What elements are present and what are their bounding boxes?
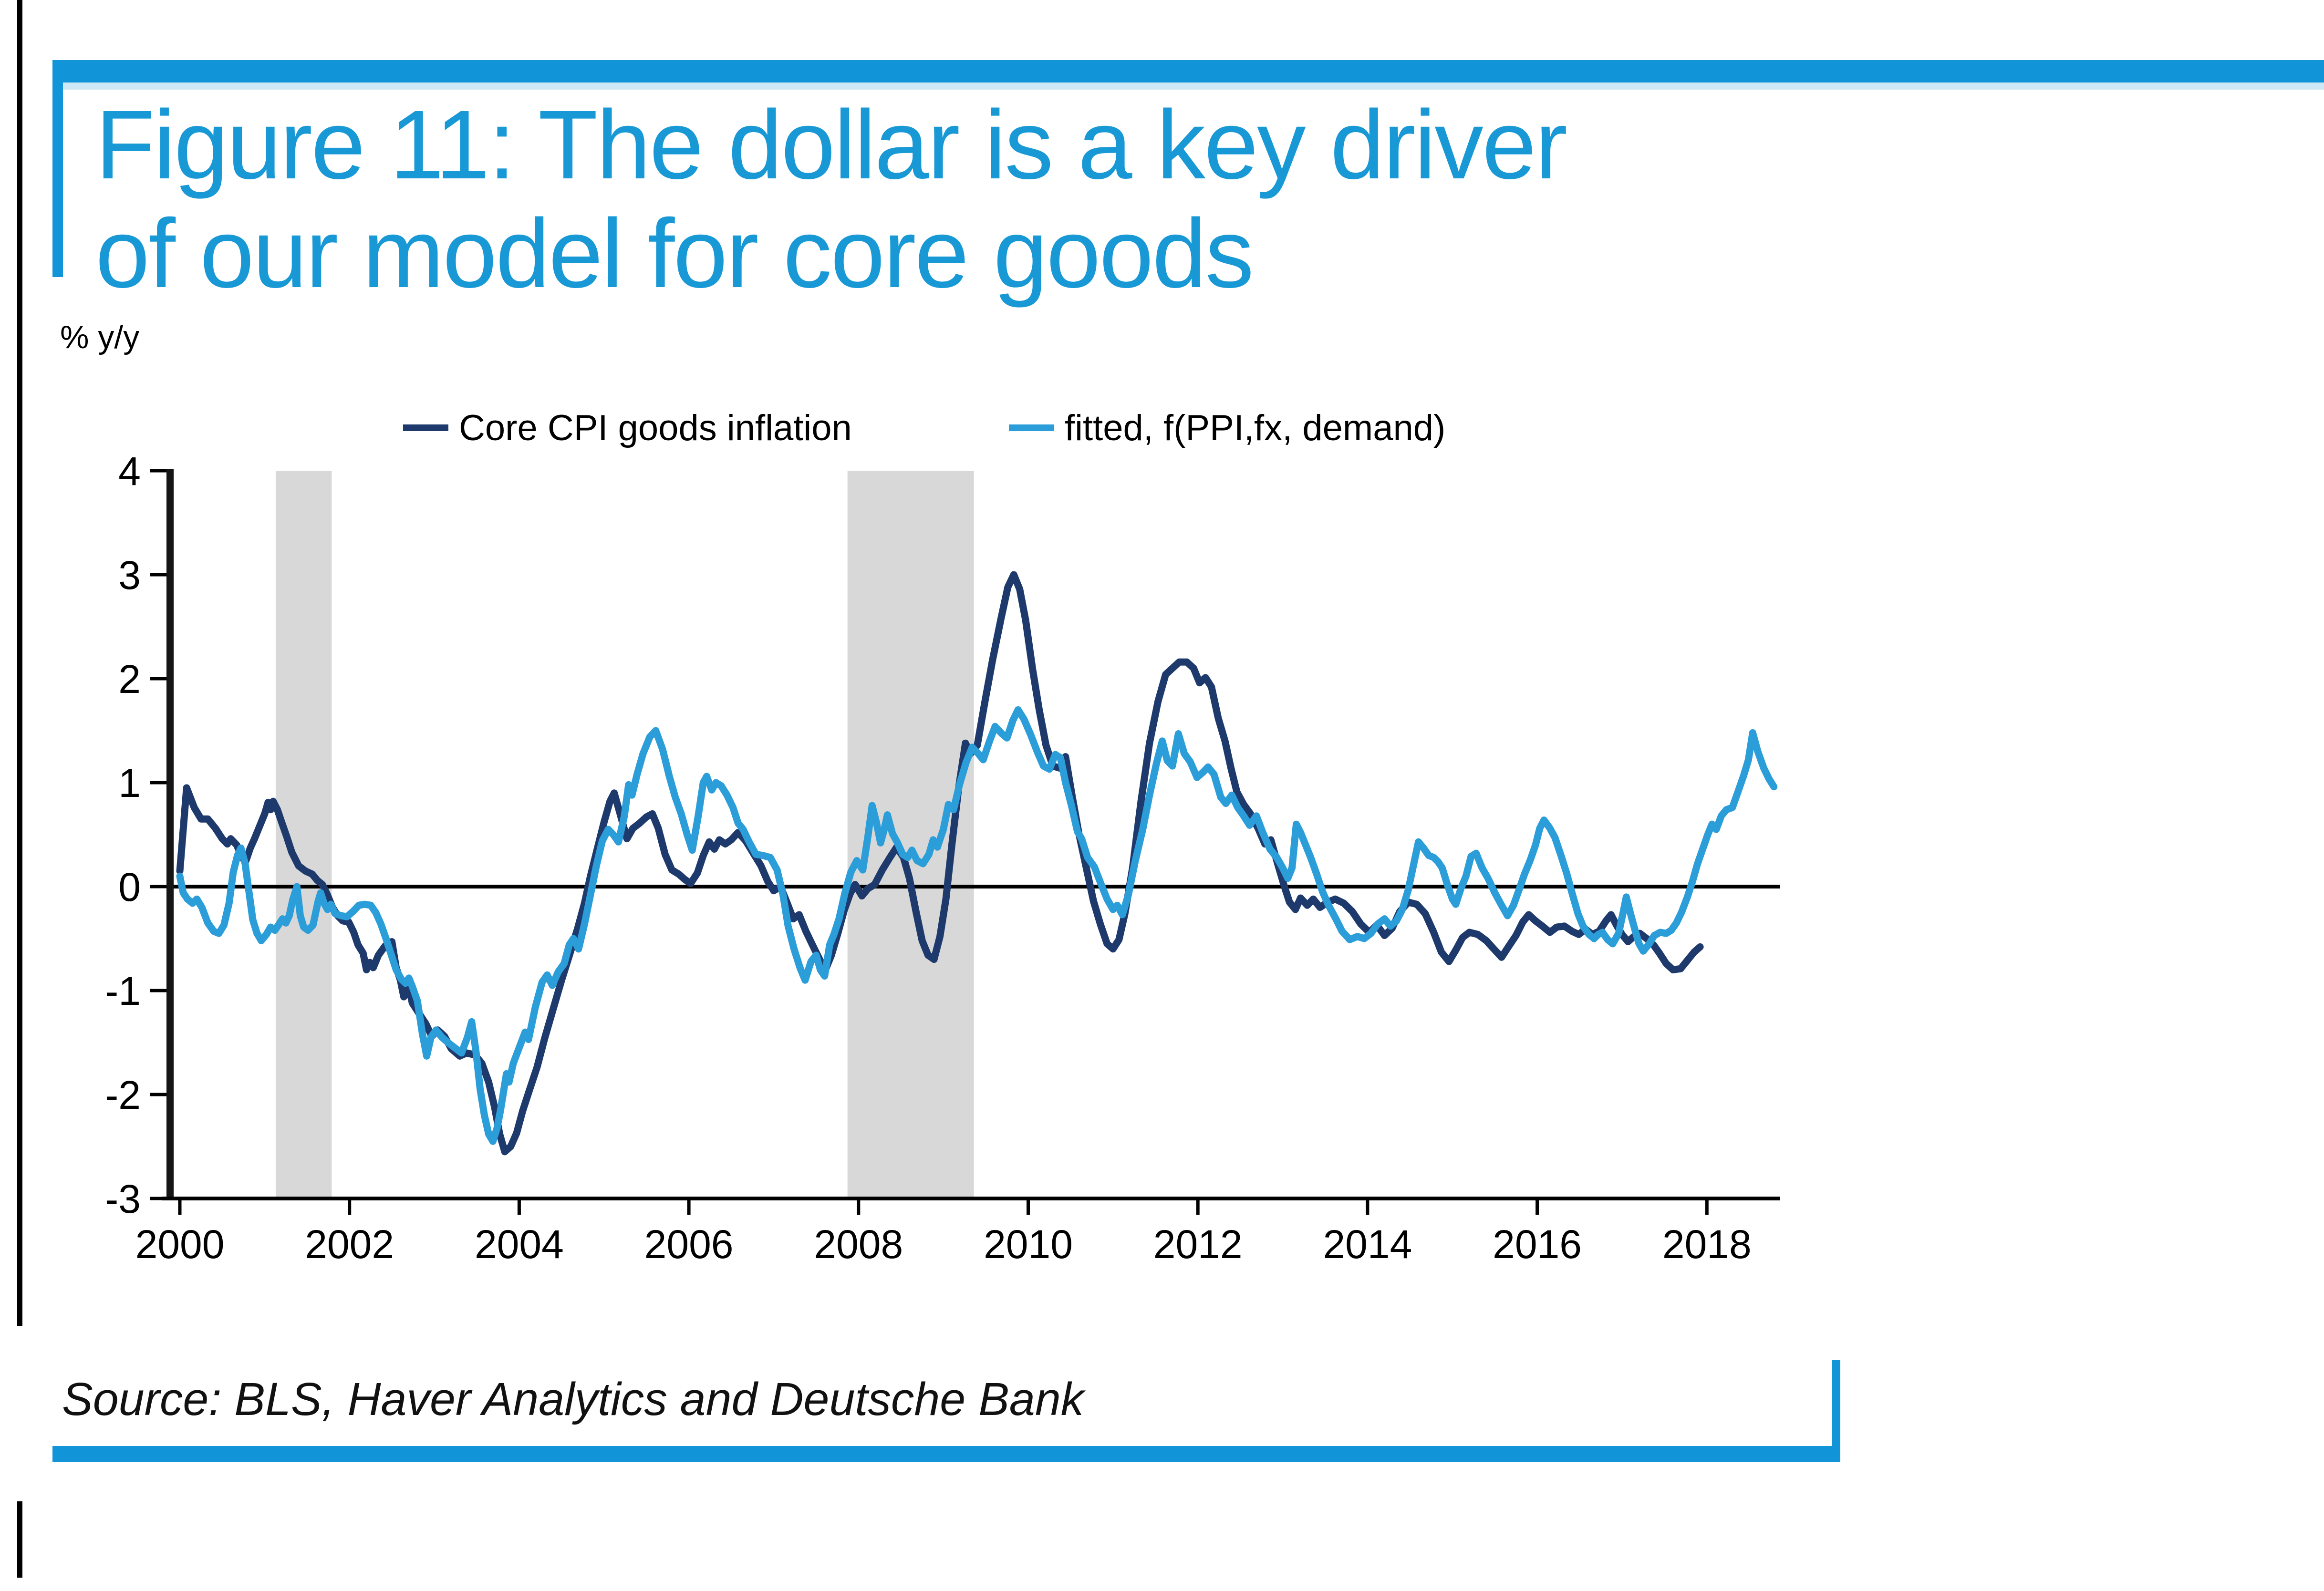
- figure-box-right-stub: [1832, 1360, 1840, 1462]
- x-tick-label-2008: 2008: [814, 1222, 903, 1267]
- y-tick-label-4: 4: [118, 449, 141, 494]
- x-tick-label-2016: 2016: [1493, 1222, 1582, 1267]
- legend-dash-core-cpi: [403, 424, 448, 431]
- figure-box-top-bar: [52, 60, 2324, 83]
- legend-item-core-cpi: Core CPI goods inflation: [403, 406, 852, 449]
- x-tick-label-2012: 2012: [1153, 1222, 1243, 1267]
- legend-dash-fitted: [1009, 424, 1054, 431]
- y-tick-label-0: 0: [118, 865, 141, 909]
- legend-label-core-cpi: Core CPI goods inflation: [459, 407, 852, 448]
- x-tick-label-2000: 2000: [135, 1222, 225, 1267]
- fitted-model-line: [176, 706, 1778, 1145]
- y-axis-unit-label: % y/y: [60, 319, 140, 355]
- left-page-rule-stub: [17, 1501, 22, 1578]
- legend-label-fitted: fitted, f(PPI,fx, demand): [1065, 407, 1446, 448]
- x-tick-label-2010: 2010: [984, 1222, 1073, 1267]
- figure-box-top-underline: [63, 83, 2324, 90]
- figure-title-line1: Figure 11: The dollar is a key driver: [95, 90, 1567, 199]
- figure-box-left-bar: [52, 60, 63, 277]
- x-tick-label-2004: 2004: [475, 1222, 564, 1267]
- y-axis-line: [166, 469, 174, 1200]
- figure-box-bottom-bar: [52, 1446, 1840, 1462]
- x-tick-label-2018: 2018: [1662, 1222, 1752, 1267]
- x-tick-label-2014: 2014: [1323, 1222, 1412, 1267]
- left-page-rule: [17, 0, 22, 1326]
- x-tick-label-2006: 2006: [644, 1222, 734, 1267]
- legend-item-fitted: fitted, f(PPI,fx, demand): [1009, 406, 1445, 449]
- figure-title: Figure 11: The dollar is a key driver of…: [95, 91, 1956, 308]
- source-note: Source: BLS, Haver Analytics and Deutsch…: [62, 1373, 1084, 1425]
- y-tick-label--2: -2: [105, 1073, 141, 1117]
- core-cpi-goods-line: [176, 571, 1704, 1156]
- x-tick-label-2002: 2002: [305, 1222, 394, 1267]
- y-tick-label--1: -1: [105, 969, 141, 1013]
- figure-title-line2: of our model for core goods: [95, 199, 1254, 308]
- y-tick-label-1: 1: [118, 761, 141, 806]
- y-tick-label-3: 3: [118, 553, 141, 598]
- y-tick-label--3: -3: [105, 1177, 141, 1221]
- y-tick-label-2: 2: [118, 657, 141, 702]
